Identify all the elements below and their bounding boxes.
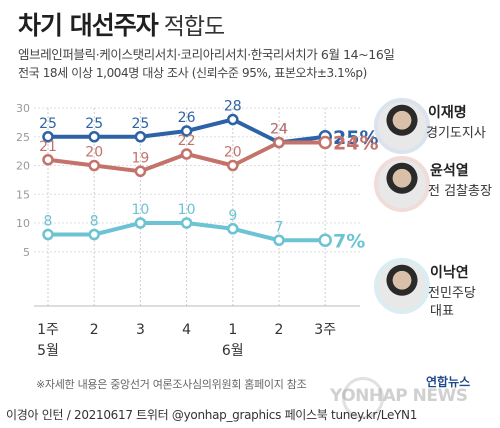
- data-point: [180, 125, 193, 137]
- source-note: ※자세한 내용은 중앙선거 여론조사심의위원회 홈페이지 참조: [36, 378, 307, 391]
- end-value-label: 24%: [333, 133, 378, 155]
- data-point: [88, 131, 100, 143]
- x-tick-label: 1: [228, 322, 237, 338]
- data-label: 19: [131, 150, 149, 166]
- x-tick-label: 3주: [314, 322, 336, 338]
- data-label: 28: [224, 99, 242, 115]
- data-label: 20: [224, 145, 242, 161]
- portrait-icon: [374, 156, 430, 212]
- data-point: [134, 131, 147, 143]
- data-label: 9: [228, 208, 237, 224]
- subtitle-line-2: 전국 18세 이상 1,004명 대상 조사 (신뢰수준 95%, 표본오차±3…: [18, 66, 367, 80]
- y-tick-label: 25: [16, 131, 30, 144]
- data-point: [134, 217, 147, 229]
- data-point: [134, 165, 147, 177]
- data-point: [42, 228, 54, 241]
- data-point: [180, 217, 193, 229]
- data-point: [227, 223, 239, 235]
- data-label: 7: [275, 219, 284, 235]
- person-name: 윤석열: [430, 163, 469, 179]
- data-point: [227, 159, 239, 172]
- data-label: 8: [44, 214, 53, 230]
- portrait-icon: [374, 258, 430, 314]
- credit-footer: 이경아 인턴 / 20210617 트위터 @yonhap_graphics 페…: [6, 408, 418, 422]
- yonhap-logo: 연합뉴스: [426, 375, 471, 389]
- data-label: 25: [39, 116, 57, 132]
- person-role: 전민주당: [428, 286, 476, 301]
- data-label: 26: [178, 110, 196, 126]
- portrait-icon: [374, 98, 430, 154]
- data-label: 8: [90, 214, 99, 230]
- data-label: 10: [178, 202, 196, 218]
- month-label: 5월: [37, 343, 59, 359]
- y-tick-label: 20: [16, 160, 30, 173]
- watermark-circle-icon: [342, 377, 384, 419]
- title-main: 차기 대선주자: [18, 11, 159, 40]
- x-tick-label: 4: [182, 322, 191, 338]
- y-tick-label: 15: [16, 188, 30, 201]
- chart-title: 차기 대선주자 적합도: [18, 6, 225, 42]
- person-role: 전 검찰총장: [428, 184, 492, 199]
- watermark: YONHAP NEWS: [330, 386, 468, 406]
- data-label: 21: [39, 139, 57, 155]
- data-label: 24: [270, 122, 288, 138]
- x-tick-label: 2: [275, 322, 284, 338]
- person-name: 이재명: [428, 105, 467, 121]
- end-value-label: 25%: [333, 127, 378, 149]
- data-label: 20: [85, 145, 103, 161]
- data-label: 25: [85, 116, 103, 132]
- data-label: 22: [178, 133, 196, 149]
- x-tick-label: 1주: [37, 322, 59, 338]
- data-point: [88, 228, 100, 241]
- data-point: [42, 131, 54, 143]
- subtitle-line-1: 엠브레인퍼블릭·케이스탯리서치·코리아리서치·한국리서치가 6월 14~16일: [18, 47, 395, 62]
- data-point: [180, 148, 193, 160]
- person-role-line2: 대표: [430, 304, 454, 319]
- end-value-label: 7%: [333, 230, 365, 252]
- data-point: [273, 136, 285, 149]
- x-tick-label: 2: [90, 322, 99, 338]
- data-point: [42, 154, 54, 166]
- data-point: [227, 113, 239, 126]
- y-tick-label: 30: [16, 102, 30, 115]
- person-role: 경기도지사: [426, 126, 486, 141]
- data-point: [318, 233, 332, 247]
- y-tick-label: 10: [16, 217, 30, 230]
- data-point: [273, 234, 285, 246]
- data-label: 10: [131, 202, 149, 218]
- data-point: [88, 159, 100, 172]
- data-label: 24: [270, 122, 288, 138]
- title-suffix: 적합도: [163, 14, 225, 40]
- person-name: 이낙연: [430, 265, 469, 281]
- x-tick-label: 3: [136, 322, 145, 338]
- month-label: 6월: [222, 343, 244, 359]
- data-label: 25: [131, 116, 149, 132]
- data-point: [318, 135, 332, 150]
- y-tick-label: 5: [23, 246, 30, 259]
